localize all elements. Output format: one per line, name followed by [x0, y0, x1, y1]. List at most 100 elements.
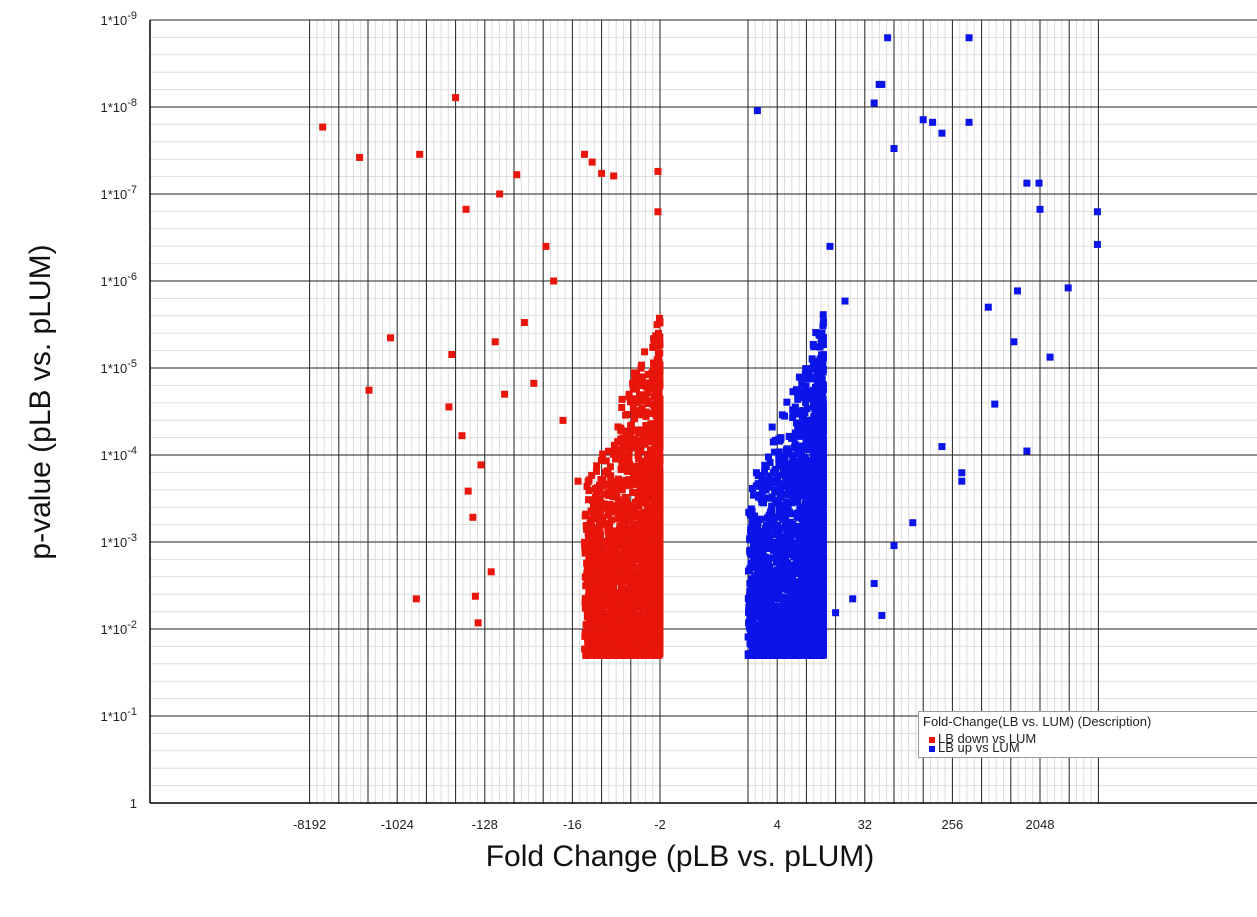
data-point — [631, 651, 639, 659]
data-point — [601, 645, 609, 653]
data-point — [819, 595, 827, 603]
data-point — [640, 487, 648, 495]
data-point — [815, 576, 823, 584]
data-point — [596, 494, 604, 502]
data-point — [649, 602, 657, 610]
data-point — [491, 338, 499, 346]
data-point — [640, 566, 648, 574]
data-point — [819, 578, 827, 586]
data-point — [605, 543, 613, 551]
data-point — [630, 415, 638, 423]
data-point — [639, 435, 647, 443]
data-point — [819, 583, 827, 591]
data-point — [319, 123, 327, 131]
data-point — [639, 591, 647, 599]
data-point — [618, 631, 626, 639]
data-point — [632, 480, 640, 488]
data-point — [650, 437, 658, 445]
data-point — [596, 531, 604, 539]
data-point — [581, 632, 589, 640]
data-point — [811, 621, 819, 629]
data-point — [654, 422, 662, 430]
data-point — [809, 461, 817, 469]
data-point — [648, 543, 656, 551]
data-point — [775, 580, 783, 588]
data-point — [655, 431, 663, 439]
data-point — [618, 427, 626, 435]
data-point — [810, 641, 818, 649]
data-point — [622, 618, 630, 626]
data-point — [815, 425, 823, 433]
data-point — [777, 501, 785, 509]
data-point — [769, 637, 777, 645]
data-point — [764, 514, 772, 522]
data-point — [785, 609, 793, 617]
data-point — [819, 311, 827, 319]
data-point — [595, 642, 603, 650]
data-point — [656, 558, 664, 566]
data-point — [789, 524, 797, 532]
data-point — [650, 401, 658, 409]
data-point — [586, 651, 594, 659]
data-point — [594, 651, 602, 659]
data-point — [639, 498, 647, 506]
data-point — [633, 498, 641, 506]
data-point — [811, 635, 819, 643]
data-point — [594, 503, 602, 511]
data-point — [804, 594, 812, 602]
data-point — [602, 504, 610, 512]
data-point — [655, 384, 663, 392]
data-point — [606, 483, 614, 491]
data-point — [770, 515, 778, 523]
data-point — [779, 550, 787, 558]
data-point — [637, 529, 645, 537]
data-point — [794, 596, 802, 604]
data-point — [656, 518, 664, 526]
data-point — [530, 379, 538, 387]
data-point — [618, 395, 626, 403]
data-point — [766, 580, 774, 588]
data-point — [617, 617, 625, 625]
data-point — [655, 314, 663, 322]
data-point — [605, 534, 613, 542]
data-point — [615, 598, 623, 606]
data-point — [758, 498, 766, 506]
data-point — [626, 582, 634, 590]
data-point — [775, 575, 783, 583]
data-point — [799, 595, 807, 603]
data-point — [589, 514, 597, 522]
data-point — [642, 422, 650, 430]
data-point — [757, 616, 765, 624]
data-point — [768, 631, 776, 639]
data-point — [817, 529, 825, 537]
data-point — [757, 613, 765, 621]
data-point — [649, 455, 657, 463]
data-point — [638, 617, 646, 625]
data-point — [795, 614, 803, 622]
data-point — [813, 470, 821, 478]
data-point — [759, 579, 767, 587]
data-point — [781, 572, 789, 580]
data-point — [812, 329, 820, 337]
data-point — [646, 489, 654, 497]
data-point — [763, 545, 771, 553]
data-point — [582, 621, 590, 629]
data-point — [587, 571, 595, 579]
data-point — [596, 522, 604, 530]
data-point — [784, 504, 792, 512]
data-point — [818, 472, 826, 480]
data-point — [819, 476, 827, 484]
data-point — [787, 644, 795, 652]
data-point — [753, 635, 761, 643]
data-point — [620, 453, 628, 461]
data-point — [653, 523, 661, 531]
data-point — [605, 492, 613, 500]
data-point — [798, 628, 806, 636]
data-point — [783, 531, 791, 539]
data-point — [802, 398, 810, 406]
data-point — [802, 382, 810, 390]
data-point — [631, 595, 639, 603]
data-point — [474, 619, 482, 627]
data-point — [805, 493, 813, 501]
data-point — [817, 626, 825, 634]
